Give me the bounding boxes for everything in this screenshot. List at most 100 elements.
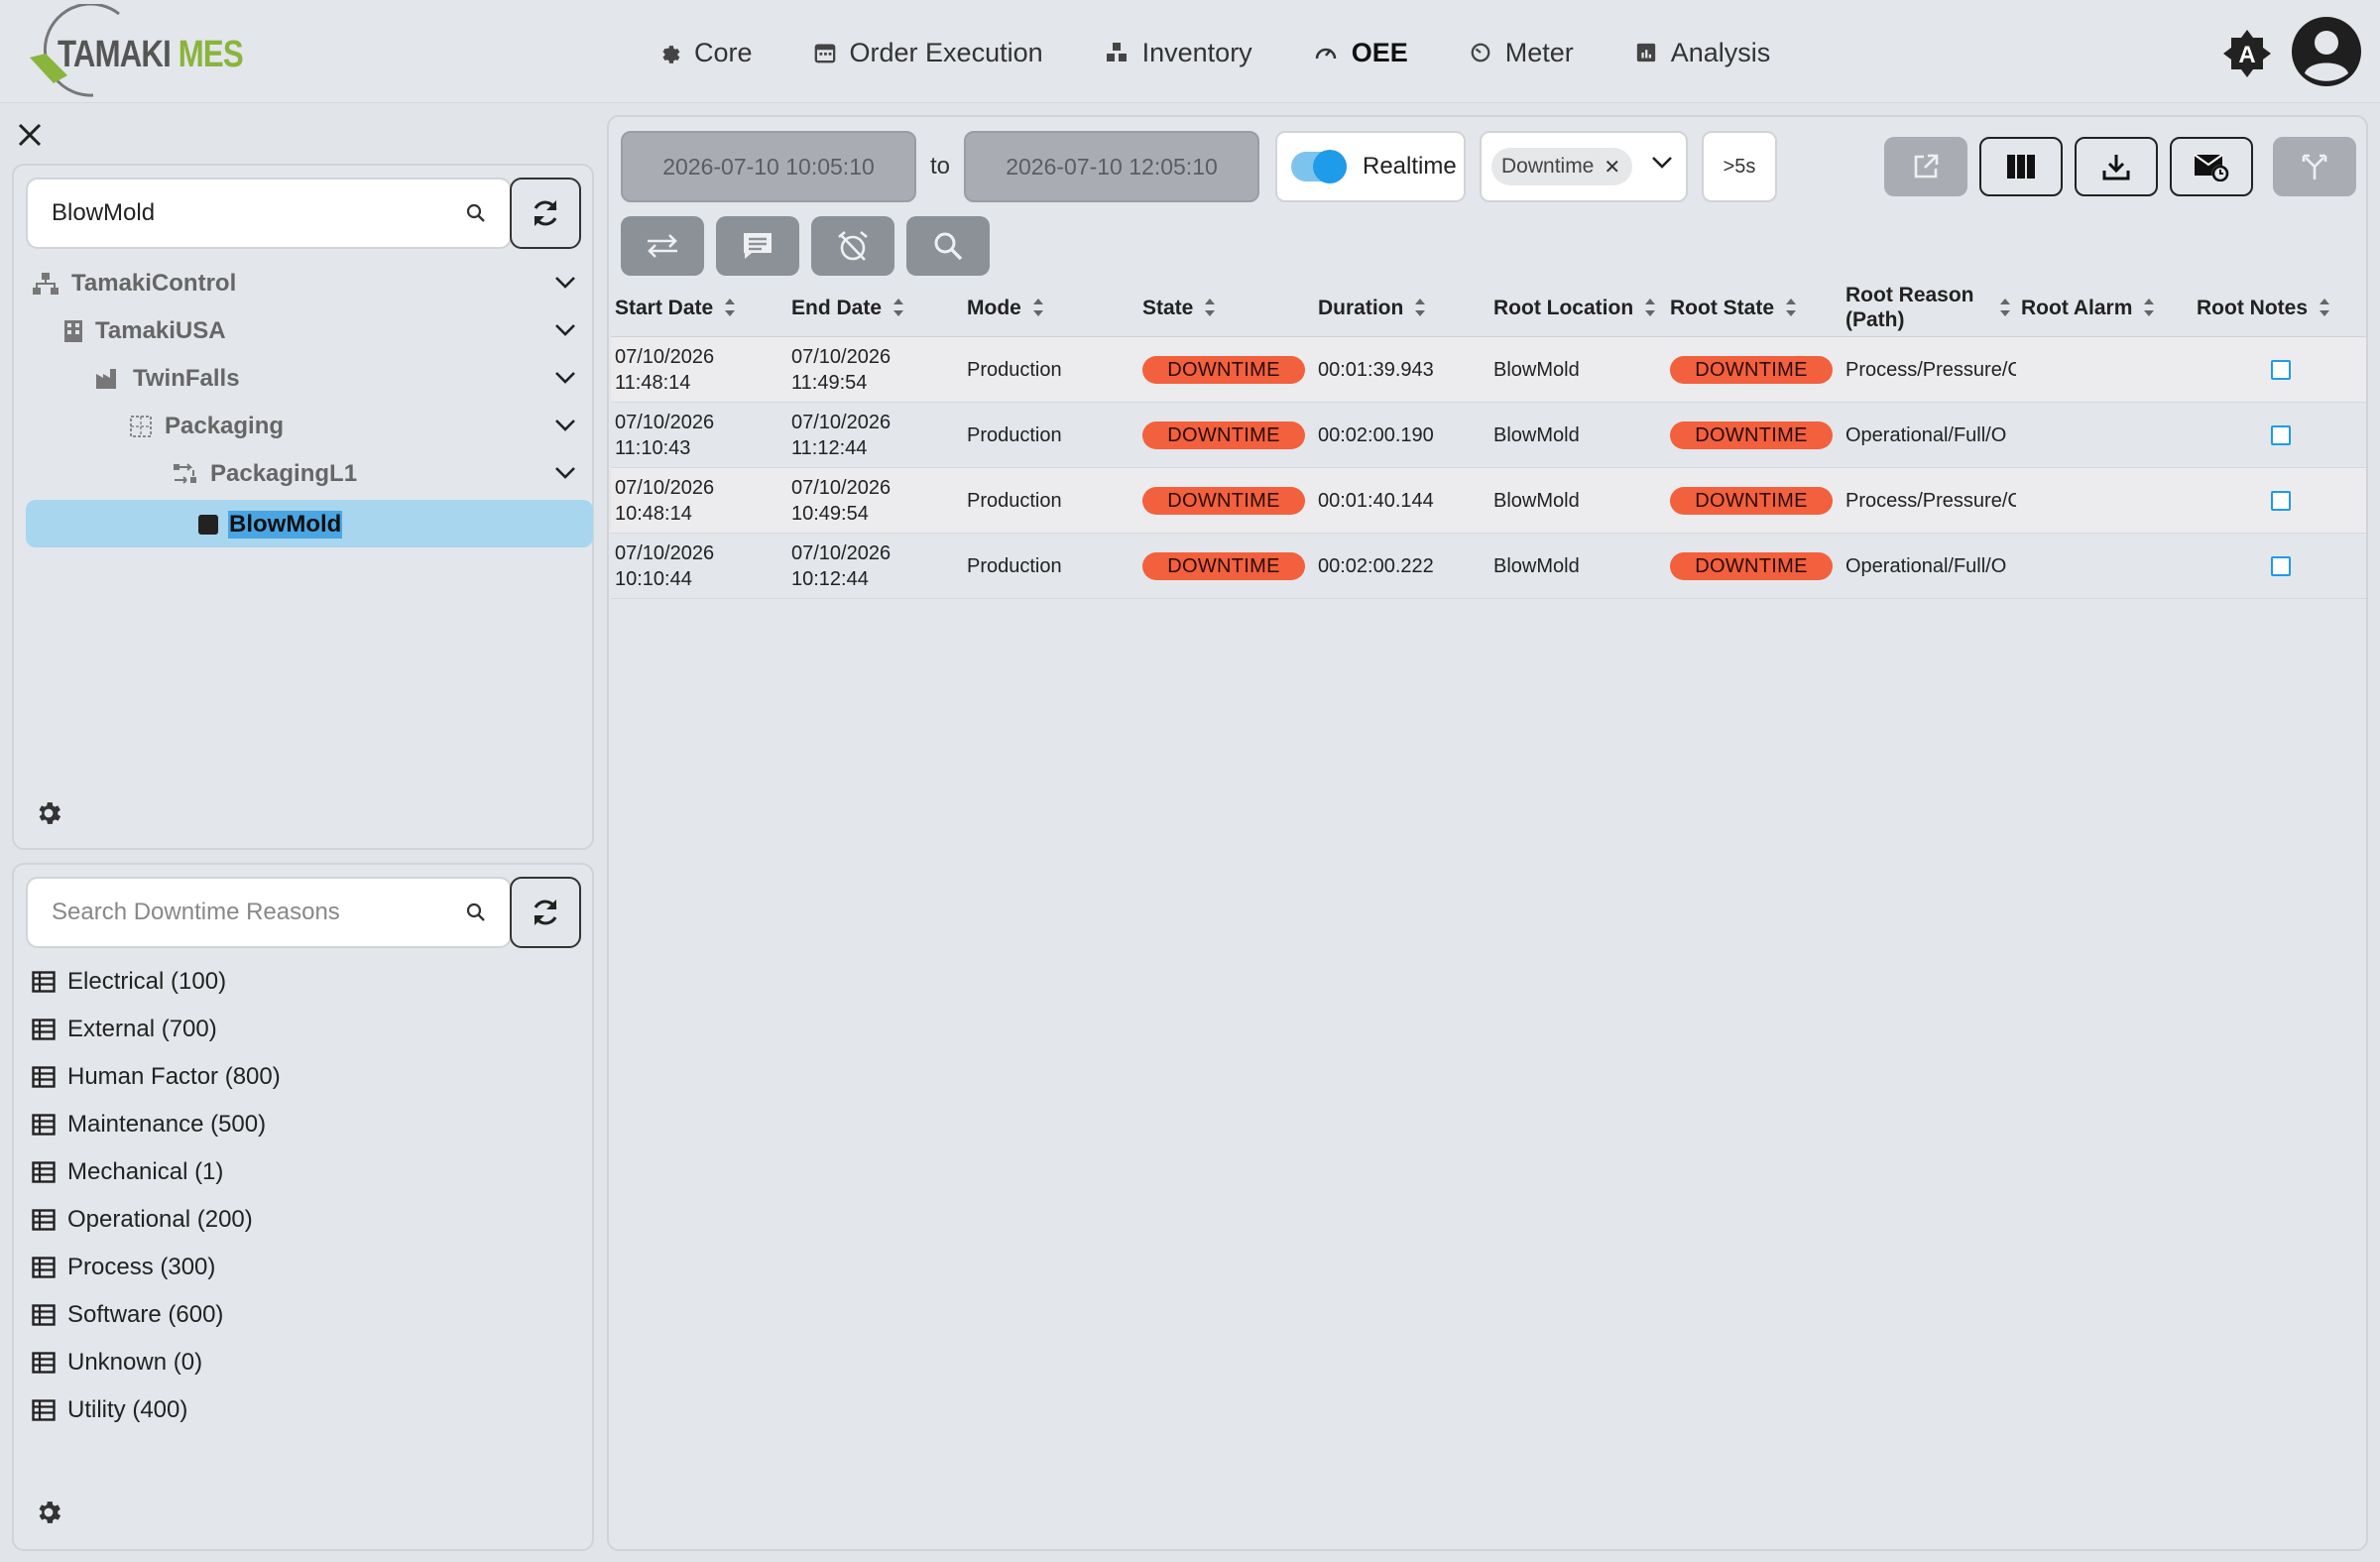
nav-core[interactable]: Core [658, 38, 753, 68]
table-list-icon [32, 1209, 56, 1231]
sort-icon [893, 299, 904, 316]
chip-remove-icon[interactable]: ✕ [1604, 156, 1621, 179]
reason-item-human-factor[interactable]: Human Factor (800) [32, 1055, 281, 1099]
email-schedule-button[interactable] [2170, 137, 2253, 196]
chevron-down-icon[interactable] [553, 322, 577, 338]
refresh-icon [534, 200, 557, 226]
table-list-icon [32, 1399, 56, 1421]
col-state[interactable]: State [1142, 278, 1217, 337]
theme-toggle-button[interactable]: A [2221, 28, 2273, 79]
col-root-state[interactable]: Root State [1670, 278, 1798, 337]
tree-item-blowmold-label[interactable]: BlowMold [228, 511, 343, 539]
tree-item-twinfalls[interactable]: TwinFalls [95, 357, 240, 401]
nav-meter[interactable]: Meter [1470, 38, 1574, 68]
col-end-date[interactable]: End Date [791, 278, 905, 337]
reason-item-process[interactable]: Process (300) [32, 1246, 215, 1289]
tree-item-label: PackagingL1 [210, 460, 358, 487]
nav-analysis[interactable]: Analysis [1635, 37, 1771, 68]
close-sidebar-button[interactable] [14, 119, 46, 151]
cell-mode: Production [967, 423, 1062, 446]
tree-item-packagingl1[interactable]: PackagingL1 [173, 452, 357, 496]
reason-item-software[interactable]: Software (600) [32, 1293, 223, 1337]
reason-item-operational[interactable]: Operational (200) [32, 1198, 253, 1242]
reason-item-external[interactable]: External (700) [32, 1008, 217, 1051]
reason-item-unknown[interactable]: Unknown (0) [32, 1341, 202, 1384]
tree-settings-gear-icon[interactable] [34, 798, 63, 828]
calendar-icon [814, 44, 835, 63]
realtime-toggle[interactable]: Realtime [1275, 131, 1466, 202]
end-datetime-input[interactable]: 2026-07-10 12:05:10 [964, 131, 1259, 202]
swap-button[interactable] [621, 216, 704, 276]
nav-inventory[interactable]: Inventory [1105, 38, 1252, 68]
reasons-refresh-button[interactable] [510, 877, 581, 948]
table-row[interactable]: 07/10/2026 11:48:14 07/10/2026 11:49:54 Pr… [611, 337, 2366, 403]
gear-icon [662, 46, 680, 63]
nav-oee[interactable]: OEE [1314, 38, 1408, 68]
chevron-down-icon[interactable] [553, 465, 577, 481]
col-root-notes[interactable]: Root Notes [2197, 278, 2331, 337]
nav-analysis-label: Analysis [1670, 37, 1771, 67]
cell-duration: 00:01:39.943 [1318, 358, 1434, 381]
table-row[interactable]: 07/10/2026 10:10:44 07/10/2026 10:12:44 Pr… [611, 534, 2366, 599]
cell-end-date: 07/10/2026 [791, 477, 892, 499]
table-row[interactable]: 07/10/2026 10:48:14 07/10/2026 10:49:54 Pr… [611, 468, 2366, 534]
table-row[interactable]: 07/10/2026 11:10:43 07/10/2026 11:12:44 Pr… [611, 403, 2366, 468]
add-note-button[interactable] [716, 216, 799, 276]
cell-root-location: BlowMold [1493, 489, 1580, 512]
root-notes-checkbox[interactable] [2271, 556, 2291, 576]
reason-item-label: Electrical (100) [67, 968, 227, 995]
nav-order-execution[interactable]: Order Execution [814, 38, 1043, 68]
reason-item-utility[interactable]: Utility (400) [32, 1388, 187, 1432]
user-avatar-button[interactable] [2291, 16, 2362, 87]
reason-item-mechanical[interactable]: Mechanical (1) [32, 1150, 223, 1194]
app-logo[interactable]: TAMAKI MES [24, 4, 244, 99]
start-datetime-input[interactable]: 2026-07-10 10:05:10 [621, 131, 916, 202]
reasons-settings-gear-icon[interactable] [34, 1498, 63, 1527]
open-external-button[interactable] [1884, 137, 1967, 196]
nav-inventory-label: Inventory [1141, 37, 1252, 67]
col-root-location[interactable]: Root Location [1493, 278, 1657, 337]
reason-item-label: Human Factor (800) [67, 1063, 281, 1090]
root-notes-checkbox[interactable] [2271, 360, 2291, 380]
reason-item-electrical[interactable]: Electrical (100) [32, 960, 226, 1004]
equipment-refresh-button[interactable] [510, 178, 581, 249]
reasons-search-input[interactable] [52, 893, 448, 932]
state-badge: DOWNTIME [1142, 356, 1305, 384]
col-duration[interactable]: Duration [1318, 278, 1427, 337]
root-notes-checkbox[interactable] [2271, 425, 2291, 445]
col-root-alarm[interactable]: Root Alarm [2021, 278, 2156, 337]
min-duration-filter[interactable]: >5s [1702, 131, 1777, 202]
tree-item-packaging[interactable]: Packaging [129, 405, 284, 448]
col-start-date[interactable]: Start Date [615, 278, 737, 337]
split-event-button[interactable] [2273, 137, 2356, 196]
alarm-off-icon [838, 231, 868, 261]
chevron-down-icon[interactable] [553, 418, 577, 433]
col-root-reason[interactable]: Root Reason (Path) [1845, 278, 2012, 337]
tree-item-tamakicontrol[interactable]: TamakiControl [32, 262, 236, 305]
download-icon [2102, 155, 2130, 180]
state-filter-select[interactable]: Downtime ✕ [1480, 131, 1688, 202]
cell-start-date: 07/10/2026 [615, 346, 715, 368]
alarm-off-button[interactable] [811, 216, 894, 276]
realtime-switch[interactable] [1291, 150, 1347, 183]
table-list-icon [32, 971, 56, 993]
equipment-search-input[interactable] [52, 193, 448, 233]
search-events-button[interactable] [906, 216, 990, 276]
reason-item-label: Maintenance (500) [67, 1111, 267, 1138]
reason-item-maintenance[interactable]: Maintenance (500) [32, 1103, 266, 1146]
cell-root-reason: Operational/Full/O [1845, 423, 2007, 446]
chevron-down-icon[interactable] [553, 370, 577, 386]
columns-icon [2007, 155, 2035, 179]
cell-start-date: 07/10/2026 [615, 477, 715, 499]
tree-item-tamakiusa[interactable]: TamakiUSA [63, 309, 226, 353]
cell-root-location: BlowMold [1493, 358, 1580, 381]
download-button[interactable] [2075, 137, 2158, 196]
col-mode[interactable]: Mode [967, 278, 1045, 337]
chevron-down-icon[interactable] [553, 275, 577, 291]
meter-icon [1471, 43, 1490, 62]
cell-end-date: 07/10/2026 [791, 412, 892, 433]
swap-icon [648, 234, 677, 258]
columns-button[interactable] [1979, 137, 2063, 196]
root-notes-checkbox[interactable] [2271, 491, 2291, 511]
chevron-down-icon[interactable] [1650, 155, 1674, 171]
